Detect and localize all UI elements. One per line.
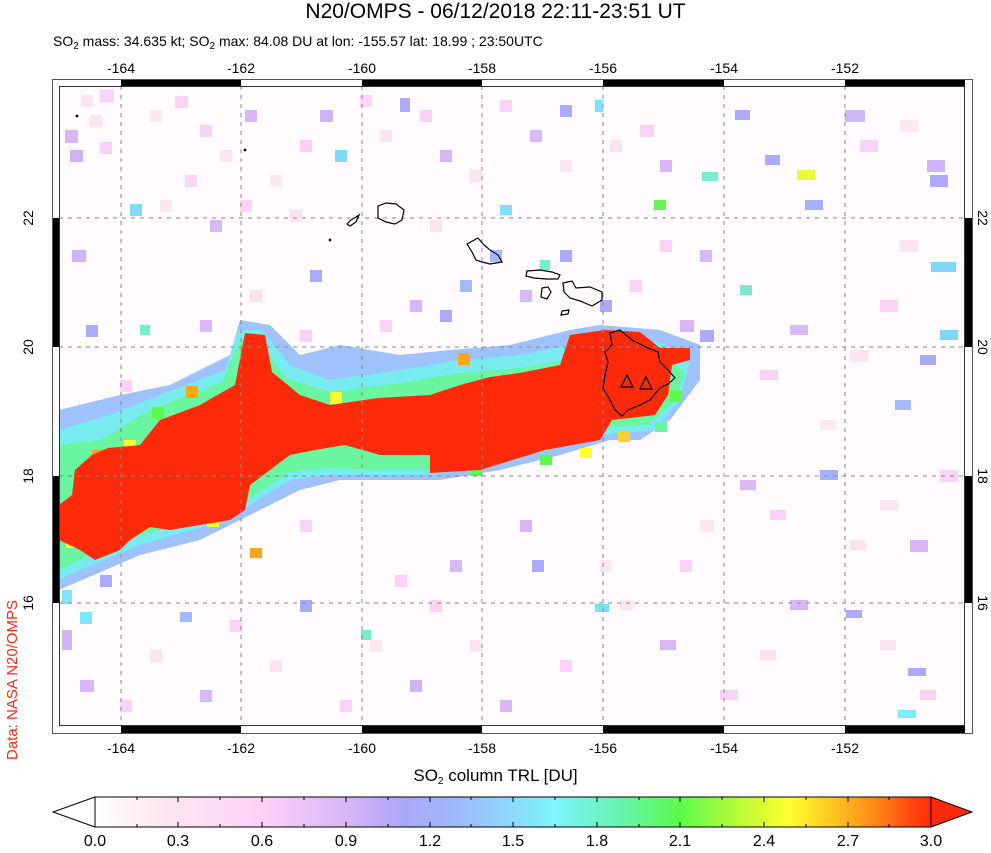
map-inner-frame <box>59 86 965 726</box>
right-axis-bar <box>965 218 972 603</box>
x-tick-bottom: -156 <box>588 740 618 756</box>
volcano-markers <box>619 373 654 390</box>
colorbar-tick: 1.8 <box>585 833 609 850</box>
colorbar-over-arrow <box>930 796 974 828</box>
colorbar-label: SO2 column TRL [DU] <box>413 766 578 787</box>
chart-title: N20/OMPS - 06/12/2018 22:11-23:51 UT <box>305 0 686 23</box>
x-tick-bottom: -158 <box>467 740 497 756</box>
colorbar <box>51 796 974 828</box>
x-tick-top: -162 <box>226 60 256 76</box>
oahu-coastline <box>466 237 503 265</box>
chart-subtitle: SO2 mass: 34.635 kt; SO2 max: 84.08 DU a… <box>53 33 543 52</box>
kauai-coastline <box>377 202 405 225</box>
colorbar-tick: 2.1 <box>668 833 692 850</box>
map-outer-frame <box>52 79 973 734</box>
top-axis-bar <box>121 80 965 86</box>
x-tick-top: -156 <box>588 60 618 76</box>
x-tick-bottom: -162 <box>226 740 256 756</box>
kahoolawe-coastline <box>560 309 570 316</box>
volcano-triangle-icon <box>638 375 654 390</box>
colorbar-tick: 3.0 <box>919 833 943 850</box>
colorbar-tick: 0.6 <box>250 833 274 850</box>
x-tick-top: -160 <box>347 60 377 76</box>
plume-core <box>59 330 690 560</box>
x-tick-bottom: -164 <box>106 740 136 756</box>
grid-lines <box>59 86 965 726</box>
colorbar-tick: 1.2 <box>418 833 442 850</box>
x-tick-bottom: -154 <box>709 740 739 756</box>
volcano-triangle-icon <box>619 373 635 388</box>
hawaii-coastline <box>602 329 676 417</box>
so2-pixel-layer <box>59 90 958 718</box>
colorbar-tick: 2.7 <box>836 833 860 850</box>
x-tick-bottom: -160 <box>347 740 377 756</box>
background-pixels <box>62 90 958 718</box>
x-tick-top: -152 <box>830 60 860 76</box>
x-tick-top: -164 <box>106 60 136 76</box>
colorbar-tick: 0.0 <box>83 833 107 850</box>
colorbar-tick: 0.9 <box>334 833 358 850</box>
left-axis-bar <box>53 218 59 603</box>
x-tick-bottom: -152 <box>830 740 860 756</box>
molokai-coastline <box>525 269 561 280</box>
colorbar-tick: 0.3 <box>166 833 190 850</box>
lanai-coastline <box>540 286 552 300</box>
x-tick-top: -158 <box>467 60 497 76</box>
coastlines <box>75 114 676 417</box>
colorbar-tick: 1.5 <box>501 833 525 850</box>
x-tick-top: -154 <box>709 60 739 76</box>
niihau-coastline <box>346 213 361 227</box>
colorbar-tick: 2.4 <box>752 833 776 850</box>
maui-coastline <box>562 280 603 307</box>
colorbar-under-arrow <box>51 796 96 828</box>
bottom-axis-bar <box>121 726 965 733</box>
